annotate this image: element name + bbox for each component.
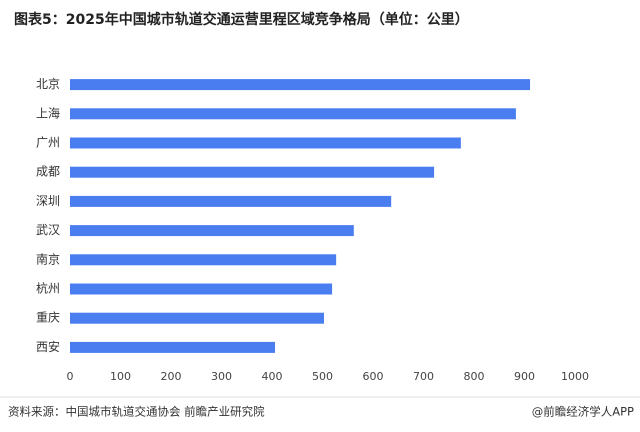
y-tick-label: 南京: [36, 251, 60, 266]
x-tick-label: 400: [262, 370, 283, 383]
bar: [70, 195, 392, 207]
x-tick-label: 500: [312, 370, 333, 383]
bar: [70, 312, 325, 324]
credit: @前瞻经济学人APP: [532, 405, 634, 419]
x-tick-label: 200: [161, 370, 182, 383]
y-tick-label: 成都: [36, 165, 60, 179]
x-tick-label: 100: [110, 370, 131, 383]
bar: [70, 225, 354, 237]
x-tick-label: 900: [514, 370, 535, 383]
bar: [70, 254, 337, 266]
y-tick-label: 重庆: [36, 311, 60, 325]
y-tick-label: 上海: [36, 105, 60, 120]
y-tick-label: 西安: [36, 339, 60, 354]
bar: [70, 283, 333, 295]
y-tick-label: 广州: [36, 136, 60, 150]
bar: [70, 166, 435, 178]
y-tick-label: 深圳: [36, 194, 60, 208]
x-tick-label: 700: [413, 370, 434, 383]
x-tick-label: 0: [67, 370, 74, 383]
y-tick-label: 武汉: [36, 223, 60, 237]
x-tick-label: 1000: [561, 370, 589, 383]
bar: [70, 341, 276, 353]
bar: [70, 79, 531, 91]
y-tick-label: 杭州: [36, 281, 60, 296]
source: 资料来源：中国城市轨道交通协会 前瞻产业研究院: [8, 405, 265, 419]
x-tick-label: 300: [211, 370, 232, 383]
bar: [70, 137, 461, 149]
bar: [70, 108, 516, 120]
x-tick-label: 600: [363, 370, 384, 383]
y-tick-label: 北京: [36, 77, 60, 91]
x-tick-label: 800: [464, 370, 485, 383]
chart-title: 图表5：2025年中国城市轨道交通运营里程区域竞争格局（单位：公里）: [14, 11, 469, 28]
